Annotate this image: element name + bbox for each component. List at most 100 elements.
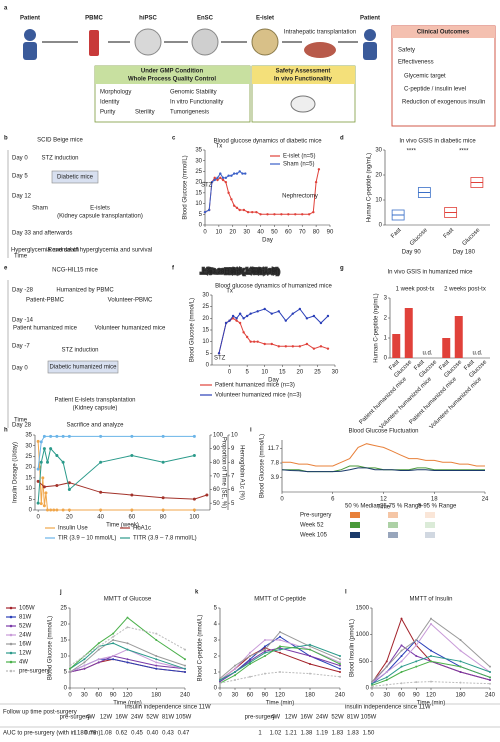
data-point xyxy=(312,347,316,350)
x-tick-label: 0 xyxy=(36,515,40,521)
data-point xyxy=(307,213,311,216)
data-point xyxy=(207,208,211,212)
data-point xyxy=(49,508,53,512)
data-point xyxy=(279,647,281,649)
data-point xyxy=(42,434,46,438)
data-point xyxy=(314,180,318,184)
significance: **** xyxy=(407,149,417,155)
step-label: Patient xyxy=(360,16,380,22)
y-tick-label: 15 xyxy=(60,638,67,644)
table-cell: 1.02 xyxy=(270,731,282,737)
annotation: Tx xyxy=(216,144,223,150)
data-point xyxy=(49,434,53,438)
protocol-text: Reversal of hyperglycemia and survival xyxy=(48,248,152,254)
column-header: 16W xyxy=(300,715,313,721)
data-point xyxy=(309,645,311,648)
list-item: Purity xyxy=(100,110,115,116)
data-point xyxy=(192,434,196,438)
y-axis-label: Blood Glucose (mmol/L) xyxy=(260,434,266,498)
data-point xyxy=(489,665,491,668)
y-tick-label: 0 xyxy=(379,223,383,229)
x-tick-label: 120 xyxy=(275,693,286,699)
data-point xyxy=(97,645,100,648)
data-point xyxy=(279,648,281,651)
series-line xyxy=(282,443,485,467)
annotation: STZ xyxy=(201,183,213,189)
data-point xyxy=(184,648,186,651)
data-point xyxy=(126,616,129,619)
subtitle: 1 week post-tx xyxy=(396,287,435,293)
y-tick-label: 0 xyxy=(206,363,210,369)
y-tick-label: 5 xyxy=(214,606,218,612)
chart-title: In vivo GSIS in diabetic mice xyxy=(399,139,476,145)
y-tick-label: 1500 xyxy=(356,606,370,612)
x-tick-label: 90 xyxy=(262,693,269,699)
data-point xyxy=(249,659,251,662)
data-point xyxy=(41,476,45,480)
data-point xyxy=(249,675,251,678)
x-tick-label: 180 xyxy=(151,693,162,699)
y2-tick-label: 6 xyxy=(231,487,235,493)
x-tick-label: 40 xyxy=(97,515,104,521)
data-point xyxy=(309,643,311,646)
x-tick-label: 120 xyxy=(122,693,133,699)
table-cell: 1 xyxy=(258,731,262,737)
legend-swatch xyxy=(350,522,360,528)
legend-swatch xyxy=(9,633,13,637)
row-header: AUC to pre-surgery (with in 180 min) xyxy=(3,731,100,737)
data-point xyxy=(83,655,86,657)
data-point xyxy=(249,655,251,657)
bar xyxy=(404,308,413,358)
legend-label: 81W xyxy=(19,615,32,621)
y-tick-label: 3 xyxy=(384,296,388,302)
data-point xyxy=(112,632,115,635)
data-point xyxy=(219,680,221,683)
group-label: Patient humanized mice xyxy=(358,376,408,426)
x-tick-label: 40 xyxy=(257,230,264,236)
data-point xyxy=(242,208,246,212)
data-point xyxy=(36,479,40,483)
y2-tick-label: 10 xyxy=(231,433,238,439)
list-item: Genomic Stability xyxy=(170,90,217,96)
chart-title: MMTT of Glucose xyxy=(104,597,152,603)
group-label: Volunteer humanized mice xyxy=(429,376,484,431)
data-point xyxy=(264,639,266,641)
y-tick-label: 30 xyxy=(25,443,32,449)
data-point xyxy=(279,651,281,654)
legend-swatch xyxy=(9,606,13,610)
data-point xyxy=(221,178,225,182)
y-tick-label: 15 xyxy=(202,328,209,334)
table-cell: 1.50 xyxy=(363,731,375,737)
x-tick-label: 10 xyxy=(261,370,268,376)
data-point xyxy=(284,345,287,348)
protocol-text: (Kidney capsule transplantation) xyxy=(57,214,143,220)
legend-label: pre-surgery xyxy=(19,669,50,675)
axis xyxy=(211,295,335,366)
y-axis-label: Blood Glucose (mmol/L) xyxy=(190,298,196,362)
protocol-text: Day -28 xyxy=(12,288,34,294)
data-point xyxy=(83,658,86,661)
x-tick-label: 60 xyxy=(129,515,136,521)
data-point xyxy=(266,213,269,216)
y-axis-label: Blood Glucose (mmol/L) xyxy=(48,616,54,680)
data-point xyxy=(36,501,40,505)
y-tick-label: 0 xyxy=(29,508,33,514)
group-label: Day 180 xyxy=(453,250,476,256)
data-point xyxy=(312,210,315,214)
row-header: Follow up time post-surgery xyxy=(3,710,77,716)
chart-title: MMTT of C-peptide xyxy=(254,597,306,603)
data-point xyxy=(263,342,266,346)
list-item: Glycemic target xyxy=(404,74,446,80)
data-point xyxy=(155,658,158,661)
legend-swatch xyxy=(9,624,13,628)
data-point xyxy=(55,453,59,457)
y-tick-label: 11.7 xyxy=(268,446,280,452)
x-tick-label: 18 xyxy=(431,497,438,503)
protocol-text: E-islets xyxy=(90,206,110,212)
data-point xyxy=(279,671,281,673)
data-point xyxy=(36,439,40,443)
panel-letter: a xyxy=(4,6,8,12)
y-tick-label: 10 xyxy=(202,339,209,345)
data-point xyxy=(264,650,266,653)
series-line xyxy=(37,447,195,504)
